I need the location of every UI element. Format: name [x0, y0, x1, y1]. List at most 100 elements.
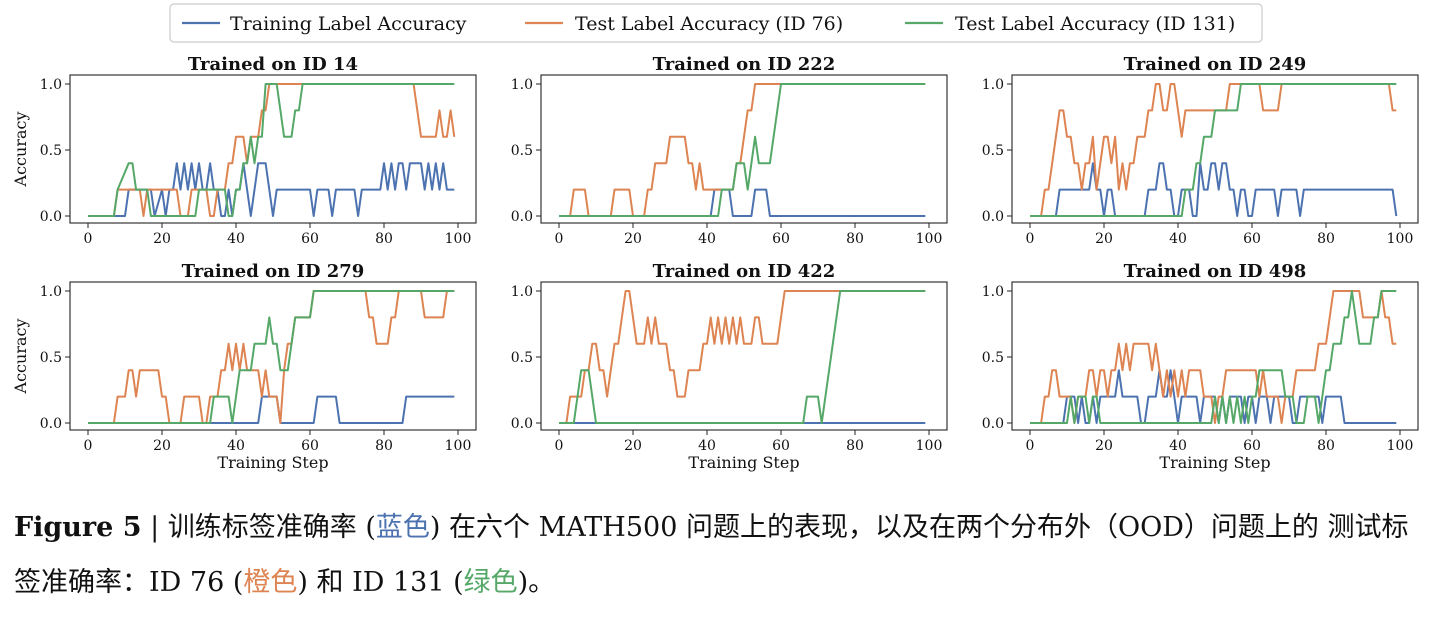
subplot-title: Trained on ID 279 [182, 261, 365, 282]
y-tick-label: 1.0 [40, 77, 62, 93]
y-tick-label: 0.0 [511, 209, 533, 225]
caption-blue-word: 蓝色 [375, 512, 430, 543]
axes-frame [69, 281, 477, 431]
y-tick-label: 0.5 [40, 350, 62, 366]
x-tick-label: 100 [916, 438, 943, 454]
x-tick-label: 40 [698, 438, 716, 454]
y-tick-label: 0.5 [40, 143, 62, 159]
series-line-test-label-accuracy-id-76 [88, 290, 455, 424]
y-tick-label: 1.0 [982, 77, 1004, 93]
series-line-training-label-accuracy [88, 162, 455, 217]
y-axis-label: Accuracy [11, 319, 30, 395]
x-tick-label: 60 [301, 231, 319, 247]
subplot-3: Trained on ID 249 0.0 0.5 1.0 0 20 40 60 80 100 [982, 54, 1419, 247]
y-tick-label: 1.0 [40, 284, 62, 300]
subplot-title: Trained on ID 422 [653, 261, 836, 282]
y-tick-label: 0.5 [982, 143, 1004, 159]
caption-separator: | [141, 512, 168, 543]
x-tick-label: 60 [301, 438, 319, 454]
x-tick-label: 80 [1317, 231, 1335, 247]
x-tick-label: 0 [84, 231, 93, 247]
x-tick-label: 40 [1169, 231, 1187, 247]
x-tick-label: 80 [1317, 438, 1335, 454]
axes-frame [540, 281, 948, 431]
x-tick-label: 80 [375, 438, 393, 454]
x-tick-label: 20 [1095, 231, 1113, 247]
x-tick-label: 80 [846, 438, 864, 454]
x-tick-label: 20 [624, 231, 642, 247]
caption-part-4: )。 [517, 567, 556, 598]
subplot-4: Trained on ID 279 0.0 0.5 1.0 0 20 40 60 80 100 Ac… [11, 261, 477, 472]
x-tick-label: 40 [1169, 438, 1187, 454]
x-tick-label: 20 [1095, 438, 1113, 454]
x-tick-label: 0 [84, 438, 93, 454]
caption-part-2: ) 在六个 MATH500 问题上的表现，以及在两个分布外（OOD）问题上的 测… [14, 512, 1409, 598]
series-line-training-label-accuracy [1030, 162, 1398, 217]
caption-figure-label: Figure 5 [14, 512, 142, 543]
caption-part-3: ) 和 ID 131 ( [297, 567, 464, 598]
y-tick-label: 0.0 [511, 416, 533, 432]
caption-green-word: 绿色 [463, 567, 518, 598]
subplot-6: Trained on ID 498 0.0 0.5 1.0 0 20 40 60 80 100 Tr… [982, 261, 1419, 472]
subplot-title: Trained on ID 14 [188, 54, 358, 75]
figure-panel: Training Label Accuracy Test Label Accur… [11, 3, 1419, 472]
axes-frame [69, 74, 477, 224]
caption-part-1: 训练标签准确率 ( [167, 512, 376, 543]
x-tick-label: 40 [698, 231, 716, 247]
x-tick-label: 0 [555, 438, 564, 454]
figure-caption: Figure 5 | 训练标签准确率 (蓝色) 在六个 MATH500 问题上的… [14, 500, 1430, 610]
subplot-title: Trained on ID 249 [1124, 54, 1307, 75]
x-tick-label: 0 [1026, 438, 1035, 454]
x-tick-label: 80 [846, 231, 864, 247]
legend-frame [169, 3, 1263, 43]
y-tick-label: 0.5 [511, 143, 533, 159]
x-axis-label: Training Step [1159, 453, 1270, 472]
x-tick-label: 100 [445, 231, 472, 247]
series-line-test-label-accuracy-id-131 [88, 290, 455, 424]
y-tick-label: 1.0 [982, 284, 1004, 300]
legend-label-training: Training Label Accuracy [230, 13, 467, 35]
x-tick-label: 60 [1243, 231, 1261, 247]
x-tick-label: 40 [227, 231, 245, 247]
legend: Training Label Accuracy Test Label Accur… [169, 3, 1263, 43]
x-tick-label: 100 [445, 438, 472, 454]
x-tick-label: 100 [916, 231, 943, 247]
y-tick-label: 0.0 [982, 416, 1004, 432]
series-line-test-label-accuracy-id-131 [1030, 83, 1397, 217]
x-tick-label: 60 [1243, 438, 1261, 454]
subplots: Trained on ID 14 0.0 0.5 1.0 0 20 40 60 80 100 Acc… [11, 54, 1419, 472]
series-line-training-label-accuracy [88, 395, 455, 424]
subplot-title: Trained on ID 222 [653, 54, 836, 75]
x-tick-label: 40 [227, 438, 245, 454]
x-tick-label: 100 [1387, 438, 1414, 454]
series-line-test-label-accuracy-id-131 [88, 83, 455, 217]
x-tick-label: 20 [624, 438, 642, 454]
series-line-test-label-accuracy-id-131 [559, 290, 926, 424]
x-tick-label: 0 [555, 231, 564, 247]
y-tick-label: 0.0 [40, 416, 62, 432]
axes-frame [1011, 281, 1419, 431]
y-tick-label: 0.0 [982, 209, 1004, 225]
y-tick-label: 1.0 [511, 77, 533, 93]
y-tick-label: 1.0 [511, 284, 533, 300]
series-line-test-label-accuracy-id-131 [559, 83, 926, 217]
series-line-test-label-accuracy-id-76 [559, 290, 926, 424]
legend-label-test-131: Test Label Accuracy (ID 131) [955, 13, 1235, 35]
series-line-test-label-accuracy-id-131 [1030, 290, 1397, 424]
legend-label-test-76: Test Label Accuracy (ID 76) [575, 13, 843, 35]
x-tick-label: 20 [153, 438, 171, 454]
x-axis-label: Training Step [688, 453, 799, 472]
y-axis-label: Accuracy [11, 112, 30, 188]
subplot-2: Trained on ID 222 0.0 0.5 1.0 0 20 40 60 80 100 [511, 54, 948, 247]
x-tick-label: 100 [1387, 231, 1414, 247]
x-tick-label: 80 [375, 231, 393, 247]
x-tick-label: 0 [1026, 231, 1035, 247]
subplot-5: Trained on ID 422 0.0 0.5 1.0 0 20 40 60 80 100 Tr… [511, 261, 948, 472]
y-tick-label: 0.5 [982, 350, 1004, 366]
y-tick-label: 0.0 [40, 209, 62, 225]
series-line-test-label-accuracy-id-76 [559, 83, 926, 217]
subplot-1: Trained on ID 14 0.0 0.5 1.0 0 20 40 60 80 100 Acc… [11, 54, 477, 247]
series-line-test-label-accuracy-id-76 [1030, 83, 1397, 217]
axes-frame [540, 74, 948, 224]
x-axis-label: Training Step [217, 453, 328, 472]
